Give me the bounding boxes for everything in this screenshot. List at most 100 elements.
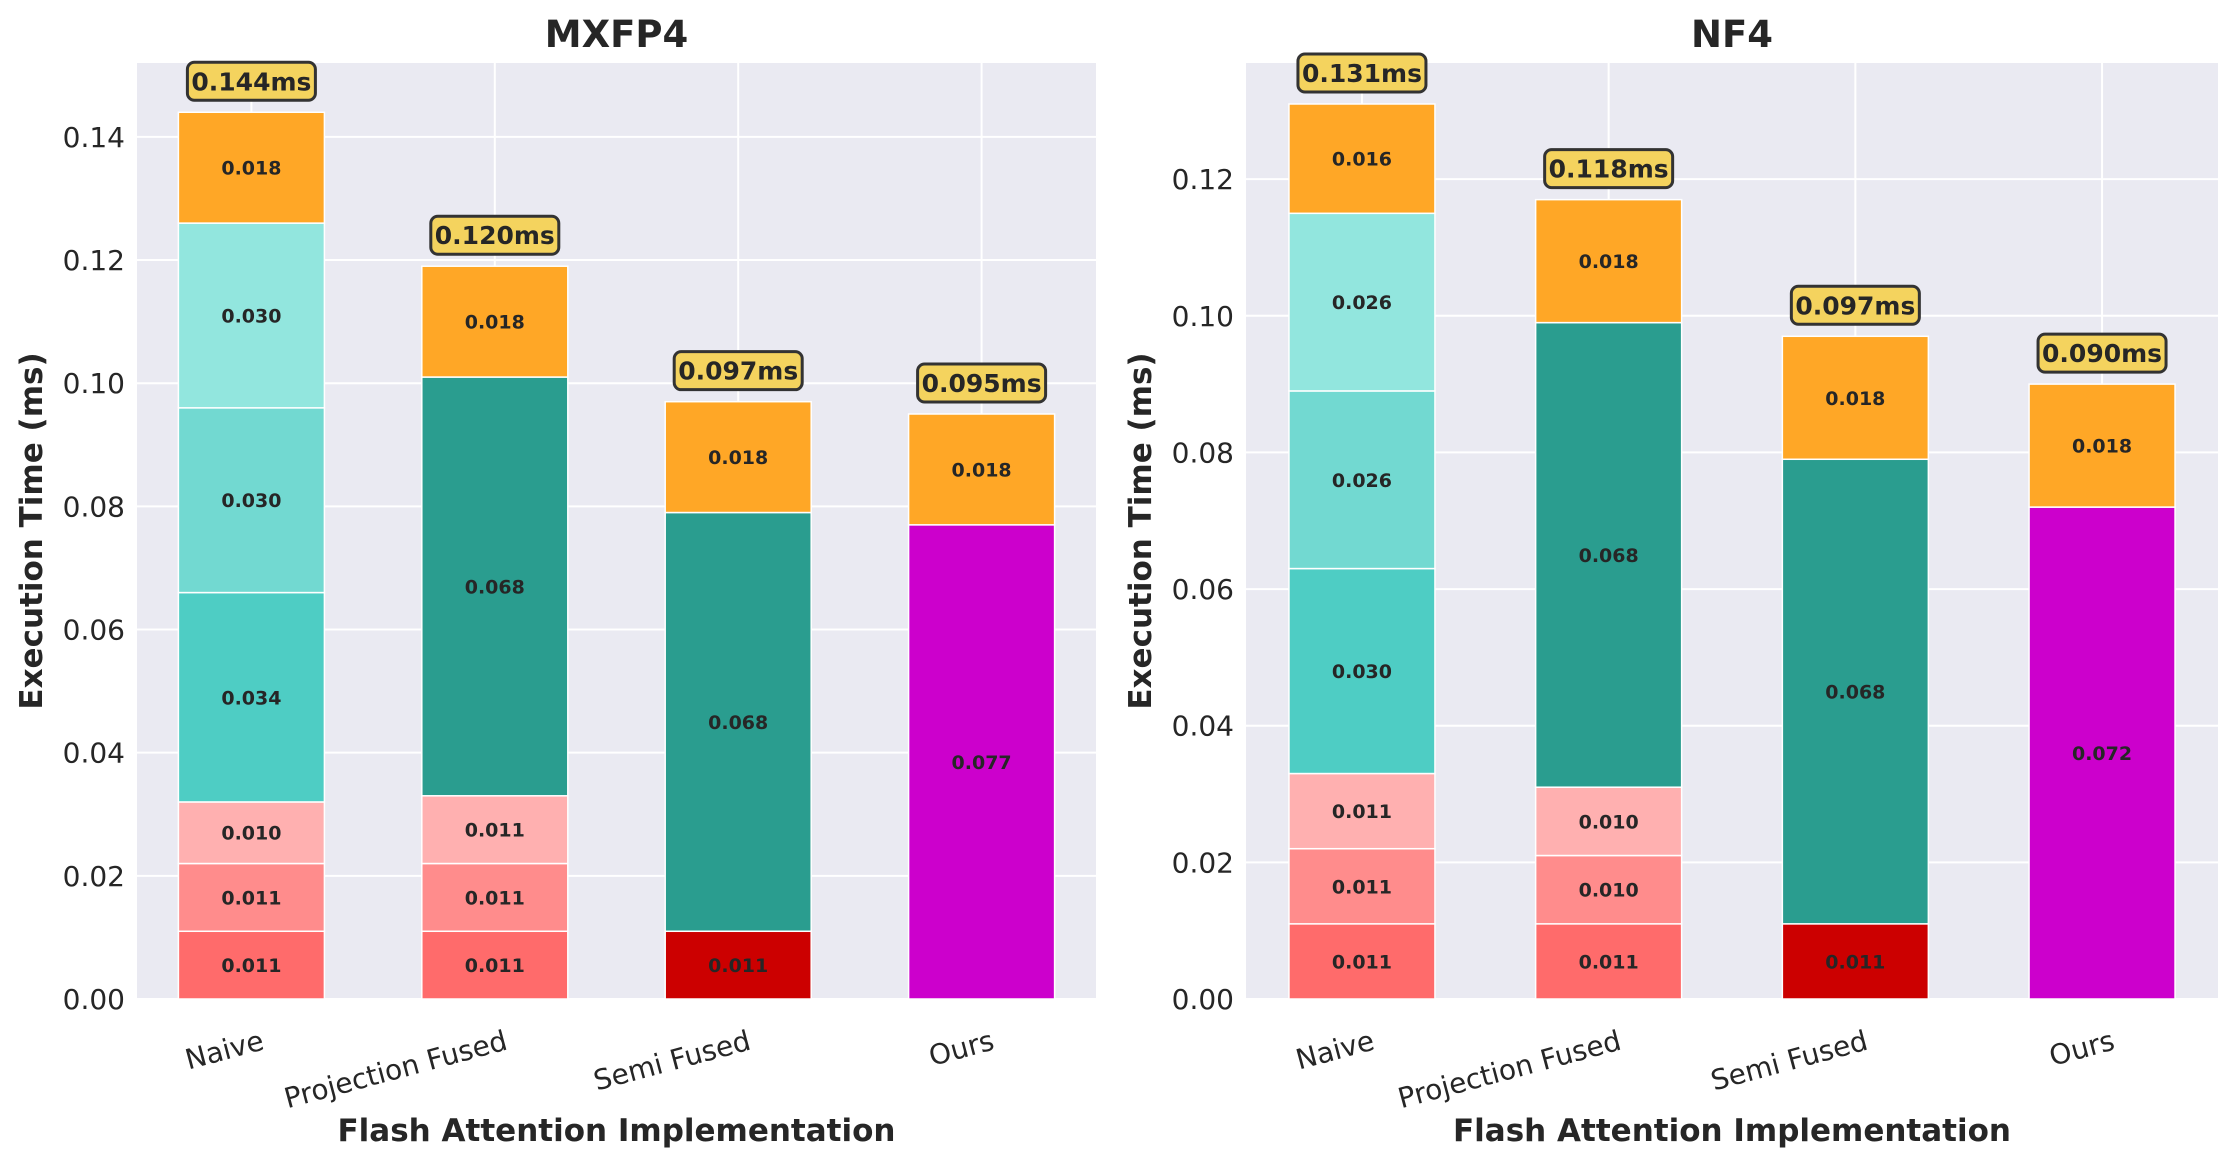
y-tick-label: 0.14: [63, 121, 125, 154]
segment-value-label: 0.011: [1332, 951, 1392, 973]
chart-title: MXFP4: [545, 13, 688, 56]
segment-value-label: 0.011: [1579, 951, 1639, 973]
segment-value-label: 0.068: [1579, 545, 1639, 567]
bar-segment: [1534, 198, 1683, 324]
segment-value-label: 0.010: [1579, 811, 1639, 833]
bar-segment: [421, 862, 569, 933]
total-label: 0.131ms: [1302, 59, 1422, 88]
x-axis-label: Flash Attention Implementation: [338, 1113, 896, 1149]
bar-segment: [2028, 383, 2176, 508]
bar-segment: [1534, 786, 1683, 857]
segment-value-label: 0.018: [1579, 251, 1639, 273]
bar-segment: [177, 407, 326, 594]
bar-segment: [177, 591, 326, 803]
total-label-box: [916, 362, 1048, 404]
segment-value-label: 0.068: [465, 576, 525, 598]
segment-value-label: 0.010: [1579, 880, 1639, 902]
bar-segment: [907, 413, 1056, 526]
x-tick-label: Semi Fused: [590, 1024, 754, 1098]
bar-segment: [177, 801, 326, 865]
x-tick-label: Projection Fused: [1394, 1024, 1624, 1115]
total-label: 0.097ms: [1795, 291, 1915, 320]
bar-segment: [664, 400, 812, 514]
y-tick-label: 0.12: [1172, 163, 1234, 196]
segment-value-label: 0.011: [465, 887, 525, 909]
segment-value-label: 0.030: [1332, 661, 1392, 683]
total-label: 0.118ms: [1549, 155, 1669, 184]
bar-segment: [421, 795, 569, 865]
segment-value-label: 0.011: [465, 955, 525, 977]
x-tick-label: Naive: [182, 1024, 268, 1077]
segment-value-label: 0.011: [1825, 951, 1885, 973]
segment-value-label: 0.030: [221, 490, 281, 512]
bar-segment: [177, 222, 326, 409]
segment-value-label: 0.010: [221, 823, 281, 845]
total-label: 0.144ms: [191, 67, 311, 96]
segment-value-label: 0.011: [221, 887, 281, 909]
x-axis-label: Flash Attention Implementation: [1453, 1113, 2011, 1149]
total-label: 0.120ms: [435, 221, 555, 250]
x-tick-label: Ours: [2046, 1024, 2118, 1073]
y-tick-label: 0.10: [1172, 300, 1234, 333]
segment-value-label: 0.018: [221, 158, 281, 180]
bar-segment: [1534, 321, 1683, 788]
segment-value-label: 0.011: [708, 955, 768, 977]
bar-segment: [1288, 103, 1436, 215]
y-tick-label: 0.04: [1172, 710, 1234, 743]
bar-segment: [1288, 212, 1436, 392]
segment-value-label: 0.068: [1825, 682, 1885, 704]
bar-segment: [1781, 923, 1930, 1000]
chart-title: NF4: [1691, 13, 1773, 56]
bar-segment: [907, 524, 1056, 1000]
total-label: 0.097ms: [678, 357, 798, 386]
bar-segment: [1534, 923, 1683, 1000]
x-tick-label: Projection Fused: [281, 1024, 511, 1115]
segment-value-label: 0.068: [708, 712, 768, 734]
y-tick-label: 0.08: [1172, 436, 1234, 469]
segment-value-label: 0.030: [221, 305, 281, 327]
bar-segment: [2028, 506, 2176, 1000]
y-tick-label: 0.02: [1172, 846, 1234, 879]
segment-value-label: 0.011: [1332, 801, 1392, 823]
bar-segment: [421, 930, 569, 1000]
segment-value-label: 0.018: [952, 459, 1012, 481]
bar-segment: [421, 265, 569, 378]
segment-value-label: 0.011: [465, 820, 525, 842]
bar-segment: [177, 930, 326, 1000]
y-tick-label: 0.02: [63, 860, 125, 893]
total-label: 0.095ms: [922, 369, 1042, 398]
segment-value-label: 0.026: [1332, 470, 1392, 492]
total-label-box: [429, 214, 561, 256]
y-tick-label: 0.06: [1172, 573, 1234, 606]
y-tick-label: 0.08: [63, 490, 125, 523]
chart-panel-mxfp4: 0.00 0.02 0.04 0.06 0.08 0.10 0.12 0.14 0.011 0.0…: [14, 13, 1096, 1149]
y-tick-label: 0.00: [1172, 983, 1234, 1016]
segment-value-label: 0.018: [465, 312, 525, 334]
total-label-box: [185, 60, 317, 102]
total-label-box: [1789, 284, 1921, 326]
bar-segment: [1288, 772, 1436, 850]
bar-segment: [1288, 390, 1436, 570]
segment-value-label: 0.026: [1332, 292, 1392, 314]
x-tick-label: Ours: [925, 1024, 997, 1073]
y-axis-label: Execution Time (ms): [1123, 352, 1159, 709]
segment-value-label: 0.018: [2072, 436, 2132, 458]
y-tick-label: 0.06: [63, 614, 125, 647]
y-tick-label: 0.10: [63, 367, 125, 400]
segment-value-label: 0.077: [952, 752, 1012, 774]
y-tick-label: 0.12: [63, 244, 125, 277]
bar-segment: [177, 111, 326, 224]
bar-segment: [1288, 847, 1436, 925]
total-label-box: [1543, 148, 1675, 190]
bar-segment: [1534, 854, 1683, 925]
bar-segment: [421, 376, 569, 797]
chart-panel-nf4: 0.00 0.02 0.04 0.06 0.08 0.10 0.12 0.011 0.011 0.…: [1123, 13, 2218, 1149]
segment-value-label: 0.011: [1332, 876, 1392, 898]
segment-value-label: 0.016: [1332, 149, 1392, 171]
total-label-box: [2036, 332, 2168, 374]
y-tick-label: 0.04: [63, 737, 125, 770]
bar-segment: [1288, 923, 1436, 1000]
x-tick-label: Naive: [1292, 1024, 1378, 1077]
x-tick-label: Semi Fused: [1707, 1024, 1871, 1098]
